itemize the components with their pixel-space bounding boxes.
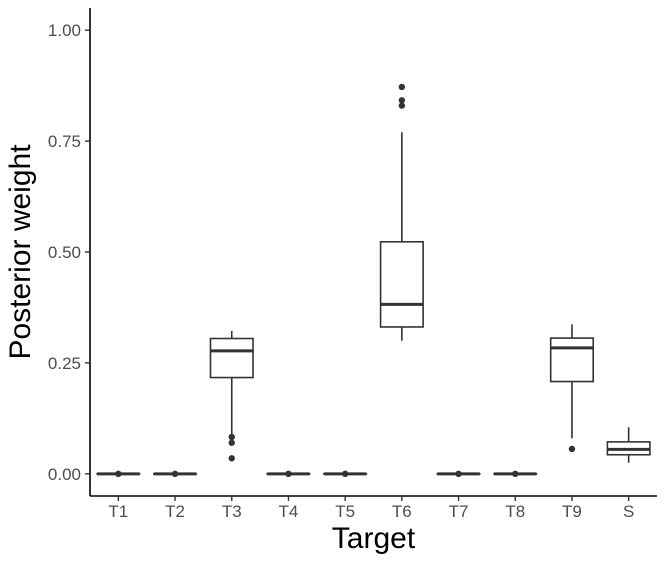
y-tick-label: 0.00	[48, 465, 81, 484]
outlier-point	[172, 471, 178, 477]
box-T5	[324, 471, 367, 477]
box-body	[551, 338, 594, 381]
plot-area	[97, 84, 650, 477]
x-tick-label: S	[623, 502, 634, 521]
outlier-point	[399, 84, 405, 90]
box-body	[210, 339, 253, 378]
outlier-point	[342, 471, 348, 477]
box-T1	[97, 471, 140, 477]
outlier-point	[229, 434, 235, 440]
box-T8	[494, 471, 537, 477]
axes: 0.00 0.25 0.50 0.75 1.00 T1 T2 T3 T4 T5 T6 T7 T8 T9 S	[48, 8, 657, 521]
x-tick-label: T4	[279, 502, 299, 521]
outlier-point	[229, 455, 235, 461]
outlier-point	[512, 471, 518, 477]
y-tick-label: 0.50	[48, 243, 81, 262]
outlier-point	[285, 471, 291, 477]
y-tick-label: 0.75	[48, 132, 81, 151]
box-S	[607, 427, 650, 462]
x-tick-label: T9	[562, 502, 582, 521]
box-T4	[267, 471, 310, 477]
x-tick-label: T2	[165, 502, 185, 521]
box-T9	[551, 324, 594, 452]
box-T3	[210, 331, 253, 462]
box-T7	[437, 471, 480, 477]
x-tick-label: T5	[335, 502, 355, 521]
outlier-point	[569, 446, 575, 452]
outlier-point	[399, 102, 405, 108]
outlier-point	[229, 440, 235, 446]
x-tick-label: T6	[392, 502, 412, 521]
x-tick-label: T3	[222, 502, 242, 521]
x-tick-label: T7	[449, 502, 469, 521]
box-T6	[381, 84, 424, 341]
box-body	[381, 242, 424, 327]
y-tick-label: 0.25	[48, 354, 81, 373]
outlier-point	[455, 471, 461, 477]
x-axis-title: Target	[332, 522, 416, 555]
outlier-point	[115, 471, 121, 477]
y-axis-title: Posterior weight	[4, 144, 37, 360]
x-tick-label: T8	[505, 502, 525, 521]
y-tick-label: 1.00	[48, 21, 81, 40]
box-T2	[154, 471, 197, 477]
x-tick-label: T1	[108, 502, 128, 521]
